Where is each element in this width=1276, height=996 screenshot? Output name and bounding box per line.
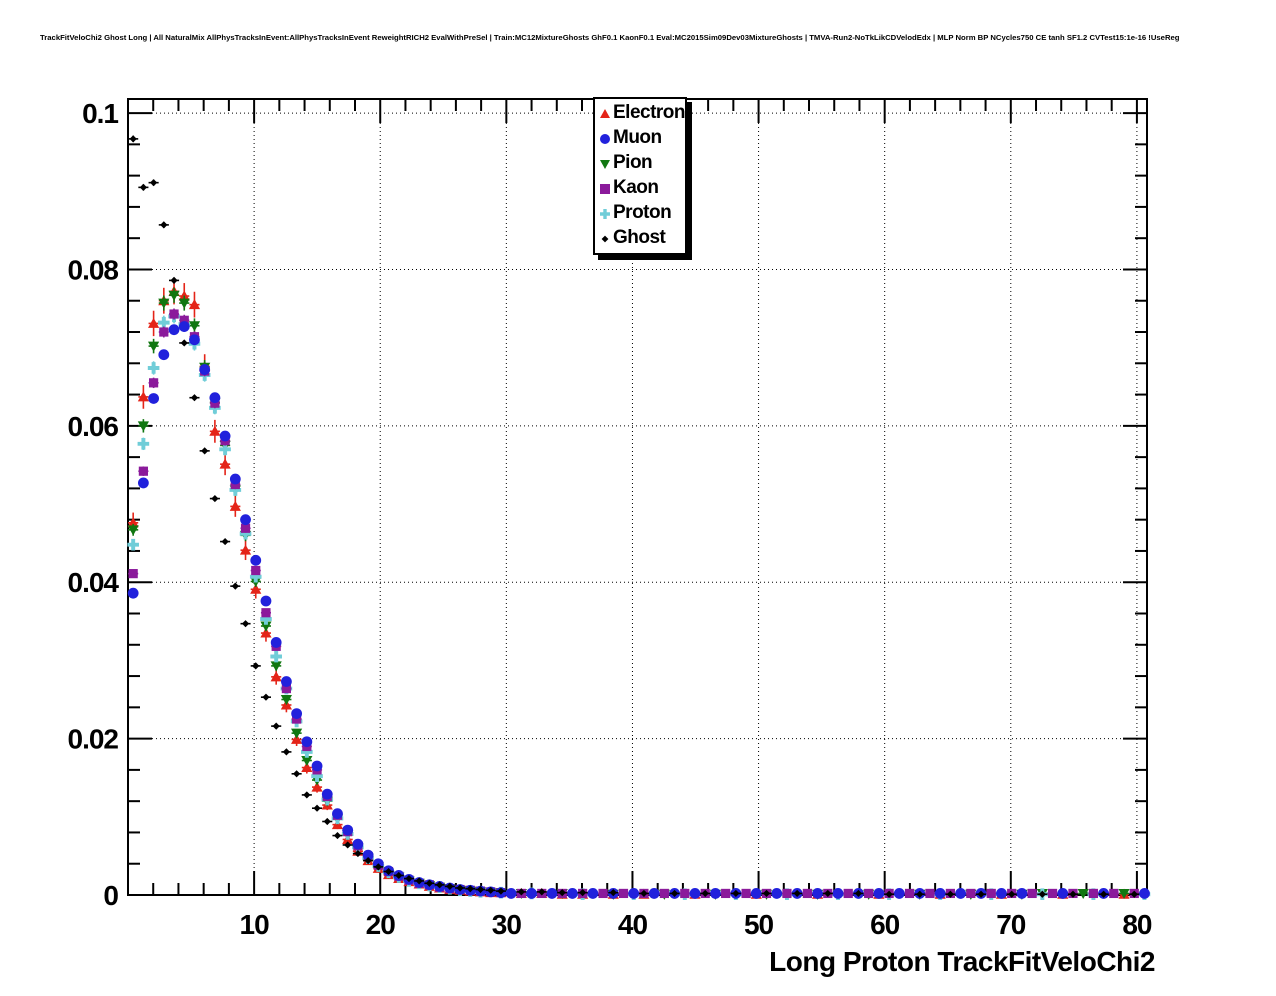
legend-item-electron: Electron: [598, 100, 686, 125]
kaon-square-icon: [598, 180, 613, 196]
y-tick-label: 0.04: [68, 567, 120, 598]
x-axis-title: Long Proton TrackFitVeloChi2: [769, 946, 1155, 977]
x-tick-label: 80: [1122, 909, 1152, 940]
legend-label: Electron: [613, 101, 686, 123]
x-tick-label: 40: [618, 909, 648, 940]
y-tick-label: 0: [103, 880, 118, 911]
series-muon: [127, 321, 1150, 899]
legend-label: Ghost: [613, 226, 666, 248]
muon-circle-icon: [598, 130, 613, 146]
x-tick-label: 10: [240, 909, 270, 940]
x-tick-label: 30: [492, 909, 522, 940]
legend-item-pion: Pion: [598, 150, 685, 175]
legend-item-proton: Proton: [598, 200, 685, 225]
legend-label: Muon: [613, 126, 662, 148]
ghost-diamond-icon: [598, 230, 613, 246]
proton-plus-icon: [598, 205, 613, 221]
y-tick-label: 0.08: [68, 254, 119, 285]
legend-item-ghost: Ghost: [598, 225, 685, 250]
pad-title: TrackFitVeloChi2 Ghost Long | All Natura…: [40, 33, 1180, 42]
series-kaon: [128, 308, 1140, 899]
x-tick-label: 60: [870, 909, 900, 940]
legend-label: Proton: [613, 201, 672, 223]
series-electron: [127, 278, 1130, 899]
y-tick-label: 0.02: [68, 724, 119, 755]
series-proton: [127, 309, 1151, 901]
legend-label: Kaon: [613, 176, 659, 198]
x-tick-label: 20: [366, 909, 396, 940]
tick-labels: 10 20 30 40 50 60 70 80 0 0.02 0.04 0.06 0.08 0.1: [68, 98, 1153, 940]
legend-item-muon: Muon: [598, 125, 685, 150]
series-ghost: [128, 135, 1140, 898]
legend-item-kaon: Kaon: [598, 175, 685, 200]
electron-triangle-up-icon: [598, 105, 613, 121]
pion-triangle-down-icon: [598, 155, 613, 171]
y-tick-label: 0.06: [68, 411, 119, 442]
x-tick-label: 70: [996, 909, 1026, 940]
legend-label: Pion: [613, 151, 653, 173]
legend-box: Electron Muon Pion Kaon Proton Ghost: [593, 97, 687, 255]
x-tick-label: 50: [744, 909, 774, 940]
y-tick-label: 0.1: [82, 98, 118, 129]
series-pion: [127, 287, 1130, 900]
